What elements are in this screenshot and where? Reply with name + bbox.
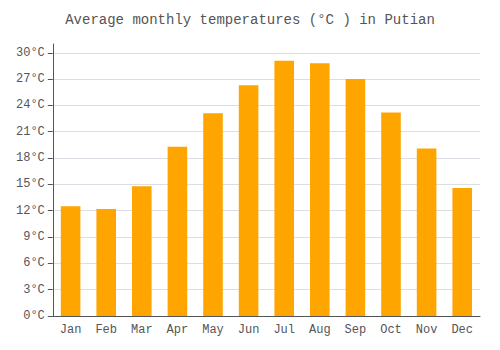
svg-text:Jun: Jun xyxy=(238,323,260,337)
svg-text:Dec: Dec xyxy=(451,323,473,337)
svg-text:0°C: 0°C xyxy=(23,309,45,323)
svg-text:Feb: Feb xyxy=(95,323,117,337)
svg-text:Jul: Jul xyxy=(273,323,295,337)
svg-text:Oct: Oct xyxy=(380,323,402,337)
svg-text:27°C: 27°C xyxy=(16,72,45,86)
svg-text:Apr: Apr xyxy=(167,323,189,337)
svg-text:24°C: 24°C xyxy=(16,98,45,112)
svg-text:12°C: 12°C xyxy=(16,204,45,218)
svg-text:21°C: 21°C xyxy=(16,125,45,139)
svg-text:Average monthly temperatures (: Average monthly temperatures (°C ) in Pu… xyxy=(65,12,435,28)
svg-text:9°C: 9°C xyxy=(23,230,45,244)
svg-text:Sep: Sep xyxy=(345,323,367,337)
svg-text:18°C: 18°C xyxy=(16,151,45,165)
svg-text:Aug: Aug xyxy=(309,323,331,337)
svg-text:3°C: 3°C xyxy=(23,283,45,297)
svg-text:Mar: Mar xyxy=(131,323,153,337)
svg-text:6°C: 6°C xyxy=(23,256,45,270)
svg-text:15°C: 15°C xyxy=(16,177,45,191)
svg-text:May: May xyxy=(202,323,224,337)
svg-text:Jan: Jan xyxy=(60,323,82,337)
svg-text:30°C: 30°C xyxy=(16,46,45,60)
svg-text:Nov: Nov xyxy=(416,323,438,337)
